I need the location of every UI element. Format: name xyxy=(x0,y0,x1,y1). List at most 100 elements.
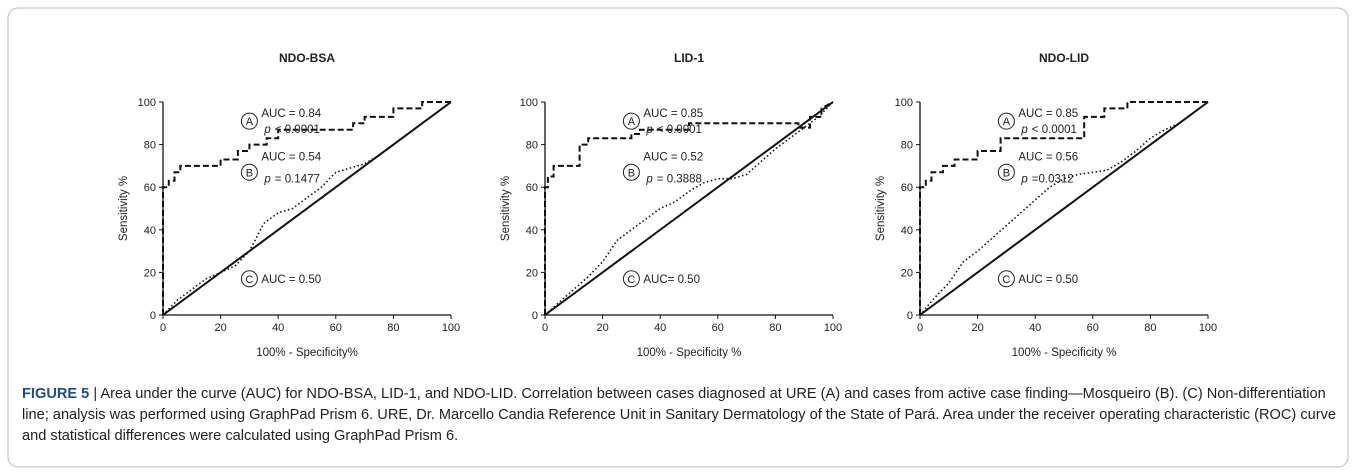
annotation-auc: AUC = 0.52 xyxy=(643,151,703,163)
x-tick-label: 0 xyxy=(160,322,166,334)
y-tick-label: 40 xyxy=(526,225,538,237)
x-tick-label: 100 xyxy=(824,322,842,334)
roc-curve xyxy=(544,101,834,316)
x-tick-label: 20 xyxy=(971,322,983,334)
p-value: = 0.1477 xyxy=(275,173,320,185)
roc-curve xyxy=(919,101,1209,316)
annotation-auc: AUC = 0.50 xyxy=(1018,274,1078,286)
annotation-letter: C xyxy=(1002,274,1010,286)
y-tick-label: 80 xyxy=(144,140,156,152)
annotation-letter: C xyxy=(245,274,253,286)
annotation-circle xyxy=(997,270,1015,288)
chart-title: NDO-BSA xyxy=(279,51,335,65)
x-tick-label: 60 xyxy=(712,322,724,334)
annotation-letter: A xyxy=(628,116,636,128)
annotation-p: p = 0.3888 xyxy=(645,173,702,185)
p-symbol: p xyxy=(263,124,271,136)
y-tick-label: 40 xyxy=(901,225,913,237)
caption: FIGURE 5 | Area under the curve (AUC) fo… xyxy=(22,384,1338,447)
annotation-circle xyxy=(997,112,1015,130)
annotation-circle xyxy=(622,163,640,181)
p-symbol: p xyxy=(1020,173,1028,185)
roc-curve xyxy=(162,101,452,316)
annotation-auc: AUC = 0.84 xyxy=(261,108,321,120)
y-axis-label: Sensitivity % xyxy=(875,176,887,241)
figure-frame xyxy=(7,7,1349,468)
x-tick-label: 100 xyxy=(442,322,460,334)
chart-title: NDO-LID xyxy=(1039,51,1089,65)
annotation-letter: A xyxy=(1003,116,1011,128)
p-symbol: p xyxy=(645,173,653,185)
y-tick-label: 60 xyxy=(901,182,913,194)
x-tick-label: 80 xyxy=(769,322,781,334)
x-tick-label: 0 xyxy=(542,322,548,334)
y-axis-label: Sensitivity % xyxy=(118,176,130,241)
annotation-circle xyxy=(622,112,640,130)
x-tick-label: 100 xyxy=(1199,322,1217,334)
roc-curve xyxy=(919,101,1209,316)
annotation-auc: AUC= 0.50 xyxy=(643,274,700,286)
x-tick-label: 40 xyxy=(272,322,284,334)
x-tick-label: 20 xyxy=(214,322,226,334)
annotation-auc: AUC = 0.85 xyxy=(643,108,703,120)
x-axis-label: 100% - Specificity% xyxy=(256,347,358,359)
y-tick-label: 80 xyxy=(901,140,913,152)
x-tick-label: 0 xyxy=(917,322,923,334)
x-tick-label: 80 xyxy=(1144,322,1156,334)
annotation-circle xyxy=(240,112,258,130)
p-value: < 0.0001 xyxy=(1032,124,1077,136)
annotation-circle xyxy=(622,270,640,288)
annotation-circle xyxy=(240,270,258,288)
x-tick-label: 60 xyxy=(330,322,342,334)
y-axis-label: Sensitivity % xyxy=(500,176,512,241)
p-symbol: p xyxy=(263,173,271,185)
y-tick-label: 40 xyxy=(144,225,156,237)
annotation-auc: AUC = 0.85 xyxy=(1018,108,1078,120)
caption-label: FIGURE 5 xyxy=(22,386,90,402)
caption-text: | Area under the curve (AUC) for NDO-BSA… xyxy=(22,386,1337,444)
y-tick-label: 20 xyxy=(901,267,913,279)
y-tick-label: 20 xyxy=(526,267,538,279)
annotation-circle xyxy=(240,163,258,181)
p-value: < 0.0001 xyxy=(657,124,702,136)
y-tick-label: 80 xyxy=(526,140,538,152)
p-value: =0.0312 xyxy=(1032,173,1074,185)
y-tick-label: 60 xyxy=(144,182,156,194)
x-axis-label: 100% - Specificity % xyxy=(1012,347,1117,359)
roc-curve xyxy=(544,101,834,315)
x-axis-label: 100% - Specificity % xyxy=(637,347,742,359)
roc-curve xyxy=(919,101,1208,315)
annotation-letter: B xyxy=(1003,167,1010,179)
p-symbol: p xyxy=(645,124,653,136)
y-tick-label: 100 xyxy=(895,97,913,109)
y-tick-label: 100 xyxy=(138,97,156,109)
y-tick-label: 0 xyxy=(532,310,538,322)
annotation-p: p = 0.1477 xyxy=(263,173,320,185)
annotation-auc: AUC = 0.54 xyxy=(261,151,321,163)
x-tick-label: 60 xyxy=(1087,322,1099,334)
x-tick-label: 40 xyxy=(654,322,666,334)
roc-curve xyxy=(162,101,451,315)
x-tick-label: 40 xyxy=(1029,322,1041,334)
annotation-p: p =0.0312 xyxy=(1020,173,1073,185)
annotation-p: p < 0.0001 xyxy=(645,124,702,136)
chart-title: LID-1 xyxy=(674,51,704,65)
annotation-letter: C xyxy=(627,274,635,286)
p-value: = 0.3888 xyxy=(657,173,702,185)
annotation-auc: AUC = 0.50 xyxy=(261,274,321,286)
annotation-letter: B xyxy=(246,167,253,179)
y-tick-label: 0 xyxy=(907,310,913,322)
x-tick-label: 80 xyxy=(387,322,399,334)
y-tick-label: 100 xyxy=(520,97,538,109)
annotation-letter: B xyxy=(628,167,635,179)
x-tick-label: 20 xyxy=(596,322,608,334)
y-tick-label: 60 xyxy=(526,182,538,194)
roc-curve xyxy=(544,101,834,316)
p-symbol: p xyxy=(1020,124,1028,136)
y-tick-label: 0 xyxy=(150,310,156,322)
annotation-p: p < 0.0001 xyxy=(263,124,320,136)
annotation-letter: A xyxy=(246,116,254,128)
annotation-circle xyxy=(997,163,1015,181)
